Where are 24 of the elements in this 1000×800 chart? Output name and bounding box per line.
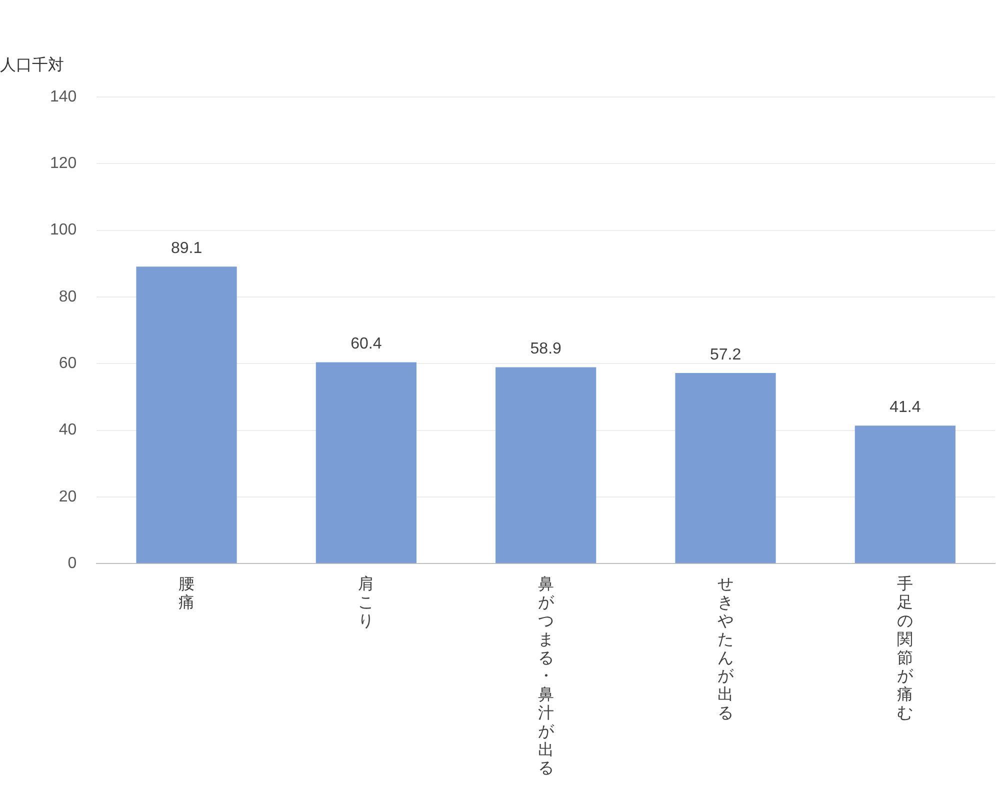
bar	[854, 426, 956, 564]
y-tick-label: 100	[50, 222, 77, 239]
data-label: 58.9	[530, 340, 562, 358]
y-tick-label: 140	[50, 88, 77, 106]
bar	[316, 362, 416, 564]
y-tick-label: 60	[58, 355, 77, 372]
bar	[496, 367, 596, 564]
y-tick-label: 80	[58, 288, 77, 306]
y-tick-label: 120	[50, 155, 77, 172]
data-label: 60.4	[350, 336, 382, 353]
bar	[136, 266, 237, 564]
y-tick-label: 40	[58, 422, 77, 439]
data-label: 41.4	[890, 399, 921, 416]
category-label: 鼻がつまる・鼻汁が出る	[538, 576, 554, 778]
data-label: 57.2	[710, 346, 742, 364]
y-tick-label: 0	[68, 555, 77, 572]
bar	[675, 372, 776, 564]
x-tick-label: 腰痛	[178, 576, 195, 612]
x-tick-label: 肩こり	[358, 575, 374, 630]
x-tick-label: 手足の関節が痛む	[897, 575, 914, 722]
y-tick-label: 20	[58, 488, 77, 506]
x-tick-label: せきやたんが出る	[718, 576, 735, 722]
y-axis-title: 人口千対	[0, 56, 64, 76]
data-label: 89.1	[170, 240, 202, 258]
